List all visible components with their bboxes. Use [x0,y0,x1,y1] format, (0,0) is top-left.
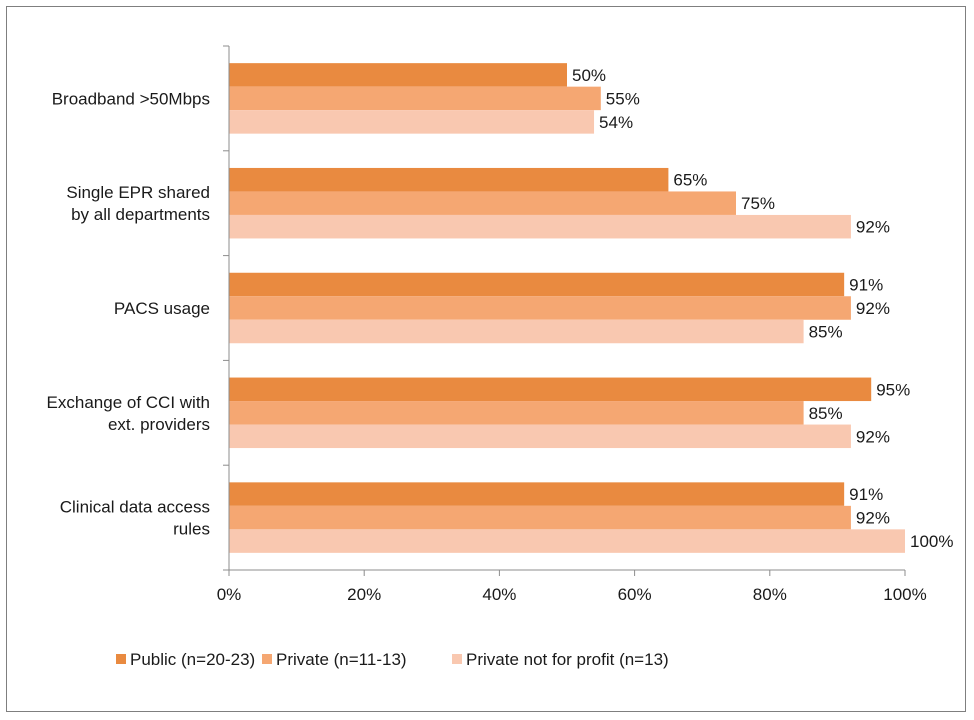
bars-group [229,63,905,553]
legend-swatch-2 [262,654,272,664]
legend-swatch-1 [116,654,126,664]
bar-4-series-1 [229,377,872,402]
data-label-3-series-3: 85% [809,323,843,342]
legend-label-1: Public (n=20-23) [130,650,255,669]
data-label-1-series-3: 54% [599,113,633,132]
bar-3-series-3 [229,319,804,344]
bar-1-series-1 [229,63,567,87]
bar-3-series-2 [229,296,851,320]
data-label-4-series-2: 85% [809,404,843,423]
bar-5-series-2 [229,505,851,530]
data-label-5-series-2: 92% [856,509,890,528]
data-label-2-series-3: 92% [856,218,890,237]
x-tick-label-5: 80% [753,585,787,604]
data-label-4-series-1: 95% [876,380,910,399]
data-labels-group: 50%55% 54% 65% 75% 92% 91% 92% 85% 95% 85% 92% 91% 9… [572,66,953,551]
data-label-1-series-2: 55% [606,89,640,108]
category-label-3: PACS usage [114,299,210,318]
bar-2-series-2 [229,191,736,215]
category-label-5: Clinical data access rules [60,498,210,539]
bar-5-series-1 [229,482,845,506]
legend-label-3: Private not for profit (n=13) [466,650,669,669]
legend-label-2: Private (n=11-13) [276,650,407,669]
data-label-1-series-1: 50% [572,66,606,85]
bar-5-series-3 [229,529,905,553]
x-tick-label-1: 0% [217,585,242,604]
x-tick-label-2: 20% [347,585,381,604]
data-label-5-series-3: 100% [910,532,953,551]
data-label-2-series-2: 75% [741,194,775,213]
x-tick-label-3: 40% [482,585,516,604]
category-label-4: Exchange of CCI with ext. providers [47,393,210,434]
category-label-1: Broadband >50Mbps [52,89,210,108]
bar-2-series-1 [229,167,669,192]
bar-1-series-3 [229,110,595,134]
x-tick-label-4: 60% [618,585,652,604]
category-labels-group: Broadband >50Mbps Single EPR shared by all… [47,89,210,538]
bar-4-series-2 [229,401,804,425]
data-label-3-series-1: 91% [849,276,883,295]
legend-swatch-3 [452,654,462,664]
legend: Public (n=20-23) Private (n=11-13) Private… [116,650,669,669]
bar-1-series-2 [229,86,601,111]
data-label-2-series-1: 65% [673,171,707,190]
category-label-2: Single EPR shared by all departments [66,183,210,224]
tick-labels-group: 0% 20% 40% 60% 80% 100% [217,585,927,604]
data-label-3-series-2: 92% [856,299,890,318]
bar-3-series-1 [229,272,845,297]
bar-4-series-3 [229,424,851,449]
x-tick-label-6: 100% [883,585,926,604]
data-label-5-series-1: 91% [849,485,883,504]
data-label-4-series-3: 92% [856,427,890,446]
bar-2-series-3 [229,214,851,239]
axes-group [223,45,906,576]
